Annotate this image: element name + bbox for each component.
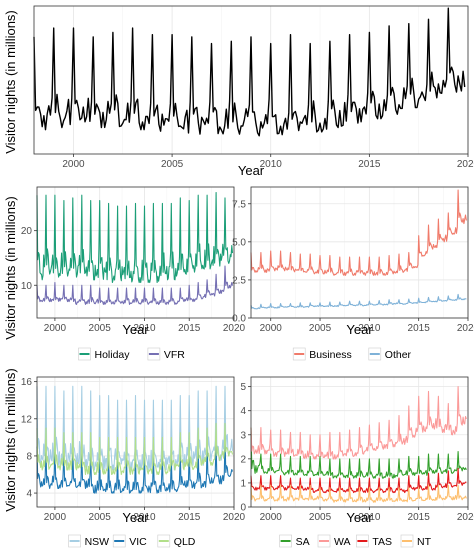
x-tick-label: 2005 xyxy=(309,512,332,523)
chart-business_other: 2000 2005 2010 2015 2020 0.0 2.5 5.0 7.5 Year Busi… xyxy=(232,186,474,361)
y-axis-label-middle: Visitor nights (in millions) xyxy=(3,196,18,340)
y-tick-label: 20 xyxy=(21,226,33,237)
legend-label-qld: QLD xyxy=(174,536,196,548)
x-tick-label: 2005 xyxy=(161,159,184,170)
y-tick-label: 8 xyxy=(26,451,32,462)
plot-border xyxy=(250,376,469,508)
x-axis-title: Year xyxy=(238,163,265,178)
legend-label-wa: WA xyxy=(334,536,351,548)
legend: SA WA TAS NT xyxy=(279,534,432,548)
x-tick-label: 2020 xyxy=(457,159,474,170)
plot-area xyxy=(34,6,468,154)
x-axis-title: Year xyxy=(346,322,373,337)
x-tick-label: 2010 xyxy=(133,323,156,334)
y-tick-label: 1 xyxy=(240,478,246,489)
y-tick-label: 2.5 xyxy=(232,275,246,286)
plot-border xyxy=(250,186,469,319)
x-tick-label: 2010 xyxy=(260,159,283,170)
x-tick-label: 2000 xyxy=(44,512,67,523)
series-line-wa xyxy=(250,386,467,460)
y-tick-label: 7.5 xyxy=(232,199,246,210)
chart-total: 2000 2005 2010 2015 2020 Year xyxy=(33,5,474,178)
series-line-other xyxy=(250,293,467,310)
plot-border xyxy=(33,5,469,155)
legend-label-tas: TAS xyxy=(372,536,392,548)
legend-label-other: Other xyxy=(385,349,412,361)
x-axis-title: Year xyxy=(346,510,373,525)
x-tick-label: 2020 xyxy=(223,512,246,523)
series-line-sa xyxy=(250,427,467,479)
x-tick-label: 2015 xyxy=(408,323,431,334)
legend: Holiday VFR xyxy=(78,347,185,361)
x-tick-label: 2010 xyxy=(358,323,381,334)
y-tick-label: 0 xyxy=(240,503,246,514)
plot-border xyxy=(36,376,235,508)
series-line-business xyxy=(250,189,467,276)
y-tick-label: 0.0 xyxy=(232,314,246,325)
y-tick-label: 2 xyxy=(240,454,246,465)
x-tick-label: 2015 xyxy=(408,512,431,523)
series-line-tas xyxy=(250,467,467,494)
x-tick-label: 2020 xyxy=(223,323,246,334)
series-line-qld xyxy=(36,422,234,476)
y-tick-label: 12 xyxy=(21,414,33,425)
y-tick-label: 5.0 xyxy=(232,237,246,248)
y-tick-label: 4 xyxy=(26,489,32,500)
legend-label-vfr: VFR xyxy=(164,349,185,361)
chart-holiday_vfr: 2000 2005 2010 2015 2020 10 20 Year Holiday VFR xyxy=(21,186,246,361)
legend: Business Other xyxy=(292,347,412,361)
x-tick-label: 2020 xyxy=(457,323,474,334)
series-line-vfr xyxy=(36,265,234,305)
x-tick-label: 2005 xyxy=(89,323,112,334)
x-tick-label: 2000 xyxy=(44,323,67,334)
plot-area xyxy=(251,187,468,318)
x-tick-label: 2010 xyxy=(133,512,156,523)
x-tick-label: 2000 xyxy=(260,323,283,334)
x-tick-label: 2015 xyxy=(178,512,201,523)
series-line-total xyxy=(33,7,466,137)
legend-label-nsw: NSW xyxy=(85,536,110,548)
x-axis-title: Year xyxy=(122,322,149,337)
y-tick-label: 10 xyxy=(21,281,33,292)
x-tick-label: 2005 xyxy=(309,323,332,334)
legend-label-holiday: Holiday xyxy=(95,349,131,361)
x-tick-label: 2000 xyxy=(62,159,85,170)
y-tick-label: 4 xyxy=(240,406,246,417)
y-tick-label: 5 xyxy=(240,382,246,393)
series-line-vic xyxy=(36,436,234,494)
y-tick-label: 3 xyxy=(240,430,246,441)
series-line-holiday xyxy=(36,191,234,284)
legend-label-nt: NT xyxy=(417,536,432,548)
legend-label-business: Business xyxy=(309,349,352,361)
x-tick-label: 2015 xyxy=(358,159,381,170)
y-axis-label-bottom: Visitor nights (in millions) xyxy=(3,368,18,512)
legend-label-sa: SA xyxy=(296,536,310,548)
legend-label-vic: VIC xyxy=(129,536,147,548)
legend: NSW VIC QLD xyxy=(68,534,196,548)
y-axis-label-top: Visitor nights (in millions) xyxy=(3,10,18,154)
chart-sa_wa_tas_nt: 2000 2005 2010 2015 2020 0 1 2 3 4 5 Year SA WA TAS NT xyxy=(240,376,474,548)
series-line-nt xyxy=(250,484,467,503)
plot-border xyxy=(36,186,235,319)
x-tick-label: 2015 xyxy=(178,323,201,334)
x-axis-title: Year xyxy=(122,510,149,525)
x-tick-label: 2005 xyxy=(89,512,112,523)
x-tick-label: 2000 xyxy=(260,512,283,523)
x-tick-label: 2010 xyxy=(358,512,381,523)
x-tick-label: 2020 xyxy=(457,512,474,523)
chart-panels: 20002005201020152020Year2000200520102015… xyxy=(21,5,474,548)
y-tick-label: 16 xyxy=(21,377,33,388)
